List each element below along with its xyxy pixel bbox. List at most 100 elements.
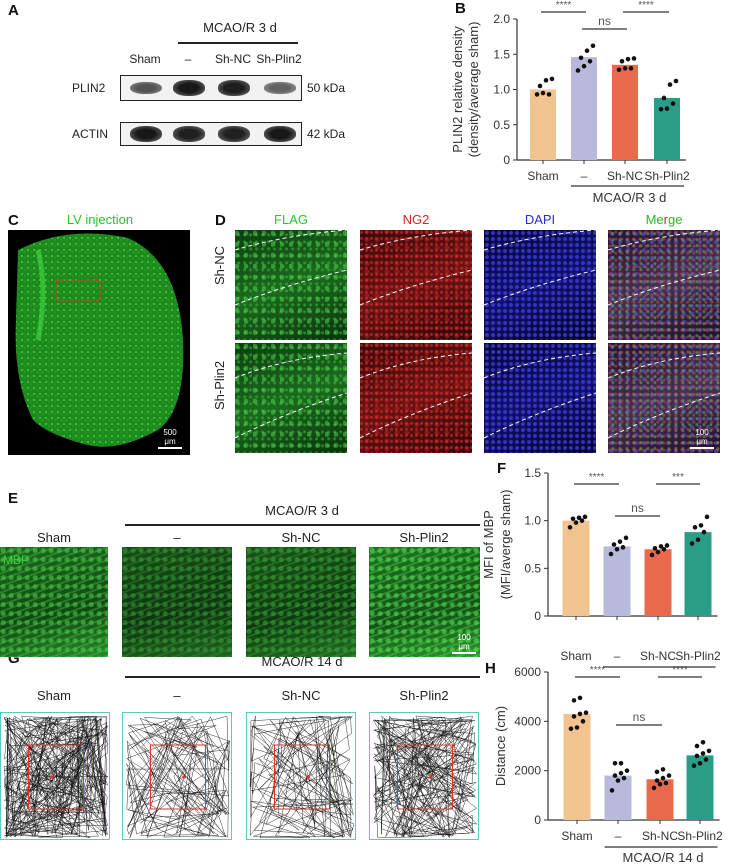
data-point <box>621 775 627 781</box>
merge-part: Me <box>645 212 664 227</box>
center-zone <box>150 744 206 810</box>
y-tick-label: 0.5 <box>493 118 510 132</box>
white-matter-boundary <box>484 230 596 306</box>
bar-shplin2 <box>686 755 714 820</box>
x-tick-label: Sh-Plin2 <box>677 829 723 843</box>
data-point <box>546 92 552 97</box>
g-group-header: MCAO/R 14 d <box>261 654 343 669</box>
data-point <box>571 698 577 703</box>
blot-band <box>130 126 162 142</box>
data-point <box>570 516 576 522</box>
panel-label-e: E <box>8 490 19 507</box>
mw-label: 42 kDa <box>307 127 346 141</box>
center-zone <box>28 744 84 810</box>
data-point <box>649 552 655 558</box>
brain-section-shape <box>15 233 184 447</box>
significance-label: **** <box>638 0 654 11</box>
data-point <box>652 546 658 551</box>
data-point <box>534 92 540 97</box>
group-underline <box>125 524 480 526</box>
e-group-header: MCAO/R 3 d <box>265 503 339 518</box>
movement-path <box>372 715 478 839</box>
bar-shnc <box>644 549 672 616</box>
data-point <box>670 101 676 106</box>
data-point <box>580 719 586 724</box>
if-image-sh-nc-ng2 <box>360 230 472 340</box>
data-point <box>575 68 581 73</box>
data-point <box>628 66 634 71</box>
x-tick-label: Sh-Plin2 <box>644 169 690 183</box>
column-label: Sh-NC <box>281 530 321 545</box>
data-point <box>673 78 679 84</box>
y-axis-label: Distance (cm) <box>493 706 508 786</box>
column-label: Sh-NC <box>281 688 321 703</box>
data-point <box>700 740 706 745</box>
lane-label: Sham <box>129 52 161 66</box>
data-point <box>625 56 631 62</box>
significance-label: ns <box>598 14 611 28</box>
data-point <box>664 106 670 111</box>
y-tick-label: 1.5 <box>493 47 510 61</box>
y-tick-label: 0.5 <box>524 561 541 575</box>
y-tick-label: 2000 <box>514 764 541 778</box>
column-label: Sh-Plin2 <box>399 530 449 545</box>
blot-group-header: MCAO/R 3 d <box>203 20 277 35</box>
data-point <box>691 763 697 769</box>
bar-neg <box>571 57 597 160</box>
mbp-image-sham: MBP <box>0 547 108 657</box>
if-image-sh-plin2-flag <box>235 343 347 453</box>
panel-label-a: A <box>8 2 19 19</box>
data-point <box>579 518 585 523</box>
mbp-image-shplin2: 100 μm <box>369 547 480 657</box>
x-tick-label: Sh-Plin2 <box>675 649 721 663</box>
scale-bar-label: 100 μm <box>457 633 471 651</box>
lane-label: Sh-NC <box>214 52 252 66</box>
blot-band <box>130 81 162 95</box>
if-image-sh-plin2-dapi <box>484 343 596 453</box>
data-point <box>617 539 623 544</box>
mw-label: 50 kDa <box>307 81 346 95</box>
panel-label-h: H <box>485 660 496 677</box>
data-point <box>689 541 695 546</box>
brain-section-image: 500 μm <box>8 230 190 455</box>
bar-neg <box>604 775 632 820</box>
blot-actin <box>120 122 302 146</box>
x-tick-label: – <box>614 649 621 663</box>
data-point <box>657 781 663 787</box>
data-point <box>695 537 701 543</box>
blot-band <box>173 126 205 142</box>
data-point <box>612 760 618 766</box>
y-tick-label: 1.0 <box>524 514 541 528</box>
bar-sham <box>563 713 591 820</box>
data-point <box>587 59 593 64</box>
blot-band <box>173 80 205 96</box>
x-tick-label: Sham <box>527 169 558 183</box>
data-point <box>704 514 710 520</box>
mbp-image-shnc <box>246 547 356 657</box>
data-point <box>667 82 673 87</box>
data-point <box>664 543 670 548</box>
y-tick-label: 0 <box>503 153 510 167</box>
scale-bar: 100 μm <box>690 428 714 449</box>
panel-label-c: C <box>8 212 19 229</box>
data-point <box>624 768 630 773</box>
data-point <box>574 725 580 730</box>
data-point <box>658 544 664 549</box>
significance-label: **** <box>589 472 605 483</box>
bar-shplin2 <box>684 532 712 616</box>
protein-label: PLIN2 <box>72 81 106 95</box>
scale-bar-label: 100 μm <box>695 428 709 446</box>
group-label: MCAO/R 3 d <box>593 190 667 205</box>
y-axis-label: MFI of MBP <box>481 510 496 579</box>
group-underline <box>125 676 480 678</box>
protein-label: ACTIN <box>72 127 108 141</box>
row-label: Sh-Plin2 <box>212 360 227 410</box>
white-matter-boundary <box>235 230 347 306</box>
data-point <box>701 529 707 535</box>
data-point <box>620 545 626 550</box>
blot-band <box>218 80 250 96</box>
data-point <box>573 520 579 525</box>
panel-label-f: F <box>497 460 507 477</box>
data-point <box>654 778 660 783</box>
data-point <box>694 753 700 759</box>
